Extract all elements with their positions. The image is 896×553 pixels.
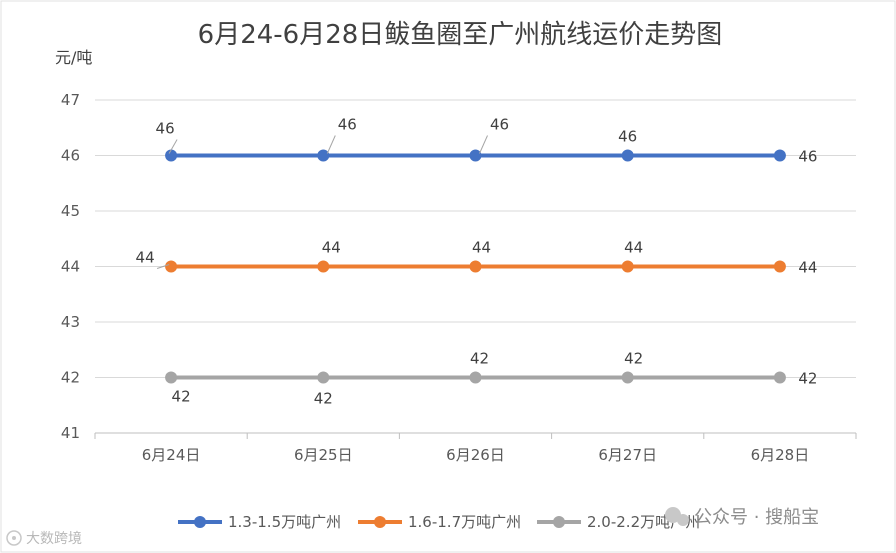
- series-layer: [165, 149, 786, 384]
- data-point: [469, 260, 482, 273]
- data-point: [317, 149, 330, 162]
- y-axis-unit-label: 元/吨: [55, 48, 92, 67]
- data-point: [621, 260, 634, 273]
- data-label: 42: [172, 388, 191, 406]
- legend-label: 1.6-1.7万吨广州: [408, 513, 521, 531]
- data-point: [317, 371, 330, 384]
- x-tick-label: 6月27日: [598, 446, 657, 464]
- data-label: 44: [322, 239, 341, 257]
- data-point: [773, 260, 786, 273]
- data-label: 42: [470, 350, 489, 368]
- wechat-icon: [665, 507, 689, 526]
- y-tick-label: 46: [61, 147, 80, 165]
- x-tick-label: 6月28日: [751, 446, 810, 464]
- x-tick-label: 6月26日: [446, 446, 505, 464]
- data-point: [165, 149, 178, 162]
- watermark-source: 大数跨境: [26, 531, 82, 547]
- y-tick-label: 45: [61, 202, 80, 220]
- chart-title: 6月24-6月28日鲅鱼圈至广州航线运价走势图: [198, 20, 723, 50]
- data-label-leader: [479, 135, 488, 154]
- legend: 1.3-1.5万吨广州 1.6-1.7万吨广州 2.0-2.2万吨广州: [178, 513, 700, 531]
- legend-item: 1.3-1.5万吨广州: [178, 513, 341, 531]
- data-point: [773, 149, 786, 162]
- x-tick-label: 6月24日: [142, 446, 201, 464]
- data-label-leader: [326, 135, 336, 154]
- legend-swatch-marker: [374, 516, 386, 528]
- data-point: [165, 371, 178, 384]
- data-point: [773, 371, 786, 384]
- data-label: 46: [618, 128, 637, 146]
- legend-swatch-marker: [194, 516, 206, 528]
- data-label-leader: [168, 139, 178, 154]
- y-tick-label: 43: [61, 313, 80, 331]
- x-axis: 6月24日 6月25日 6月26日 6月27日 6月28日: [94, 433, 857, 464]
- data-point: [165, 260, 178, 273]
- data-point: [317, 260, 330, 273]
- legend-label: 1.3-1.5万吨广州: [228, 513, 341, 531]
- y-tick-label: 47: [61, 91, 80, 109]
- y-tick-label: 42: [61, 369, 80, 387]
- data-label: 42: [798, 370, 817, 388]
- data-labels: 46 46 46 46 46 44 44 44 44 44 42 42 42 42 42: [136, 116, 818, 408]
- data-label: 46: [338, 116, 357, 134]
- data-label: 44: [472, 239, 491, 257]
- watermark: 公众号 · 搜船宝 大数跨境: [6, 507, 819, 547]
- data-point: [469, 149, 482, 162]
- data-label: 42: [314, 390, 333, 408]
- data-label: 46: [490, 116, 509, 134]
- data-label: 46: [156, 120, 175, 138]
- data-label-leader: [156, 264, 170, 269]
- y-tick-label: 41: [61, 424, 80, 442]
- data-label: 44: [798, 259, 817, 277]
- legend-item: 1.6-1.7万吨广州: [358, 513, 521, 531]
- data-label: 46: [798, 148, 817, 166]
- y-axis-ticks: 41 42 43 44 45 46 47: [61, 91, 80, 442]
- legend-swatch-marker: [553, 516, 565, 528]
- data-label: 44: [624, 239, 643, 257]
- y-tick-label: 44: [61, 258, 80, 276]
- data-label: 42: [624, 350, 643, 368]
- data-label: 44: [136, 249, 155, 267]
- data-point: [469, 371, 482, 384]
- watermark-account: 公众号 · 搜船宝: [694, 507, 819, 528]
- data-point: [621, 149, 634, 162]
- data-point: [621, 371, 634, 384]
- x-tick-label: 6月25日: [294, 446, 353, 464]
- weibo-icon: [6, 530, 22, 546]
